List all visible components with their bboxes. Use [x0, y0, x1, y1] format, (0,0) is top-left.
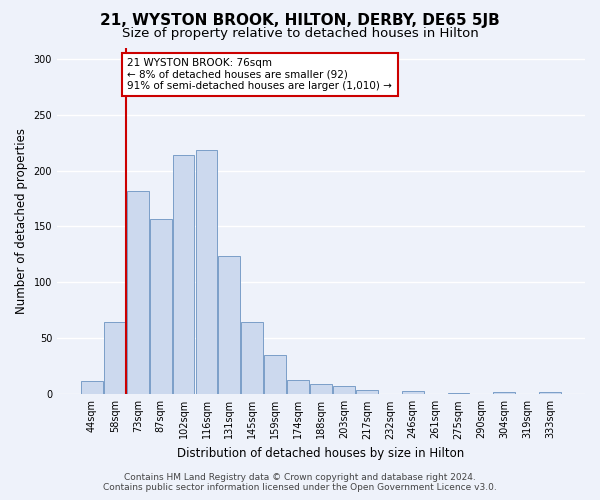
Bar [310, 384, 332, 394]
Bar [333, 386, 355, 394]
Bar [356, 390, 378, 394]
Bar [173, 155, 194, 394]
Bar [265, 355, 286, 395]
Bar [81, 381, 103, 394]
Text: Size of property relative to detached houses in Hilton: Size of property relative to detached ho… [122, 28, 478, 40]
Text: 21, WYSTON BROOK, HILTON, DERBY, DE65 5JB: 21, WYSTON BROOK, HILTON, DERBY, DE65 5J… [100, 12, 500, 28]
Text: 21 WYSTON BROOK: 76sqm
← 8% of detached houses are smaller (92)
91% of semi-deta: 21 WYSTON BROOK: 76sqm ← 8% of detached … [127, 58, 392, 91]
Bar [150, 218, 172, 394]
Bar [493, 392, 515, 394]
Bar [539, 392, 561, 394]
Bar [448, 393, 469, 394]
Bar [287, 380, 309, 394]
Bar [241, 322, 263, 394]
Text: Contains HM Land Registry data © Crown copyright and database right 2024.
Contai: Contains HM Land Registry data © Crown c… [103, 473, 497, 492]
Bar [196, 150, 217, 394]
X-axis label: Distribution of detached houses by size in Hilton: Distribution of detached houses by size … [178, 447, 464, 460]
Y-axis label: Number of detached properties: Number of detached properties [15, 128, 28, 314]
Bar [402, 391, 424, 394]
Bar [104, 322, 126, 394]
Bar [127, 190, 149, 394]
Bar [218, 256, 240, 394]
